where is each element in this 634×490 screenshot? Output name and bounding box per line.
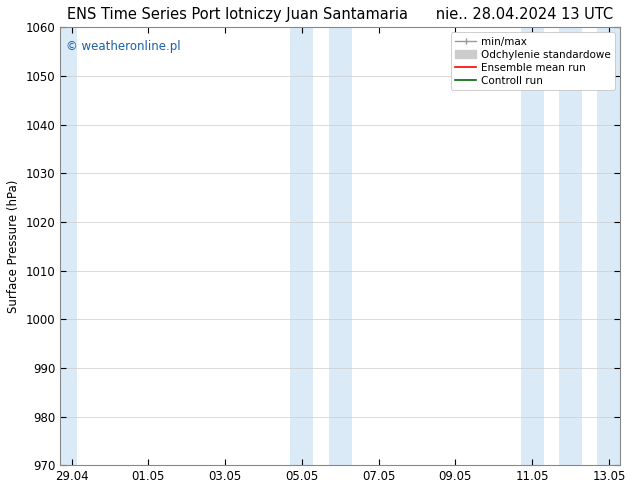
Bar — [597, 27, 621, 465]
Bar — [559, 27, 582, 465]
Bar — [60, 27, 77, 465]
Text: © weatheronline.pl: © weatheronline.pl — [66, 40, 180, 53]
Title: ENS Time Series Port lotniczy Juan Santamaria      nie.. 28.04.2024 13 UTC: ENS Time Series Port lotniczy Juan Santa… — [67, 7, 613, 22]
Y-axis label: Surface Pressure (hPa): Surface Pressure (hPa) — [7, 179, 20, 313]
Bar — [521, 27, 544, 465]
Legend: min/max, Odchylenie standardowe, Ensemble mean run, Controll run: min/max, Odchylenie standardowe, Ensembl… — [451, 32, 615, 90]
Bar — [290, 27, 313, 465]
Bar — [329, 27, 352, 465]
